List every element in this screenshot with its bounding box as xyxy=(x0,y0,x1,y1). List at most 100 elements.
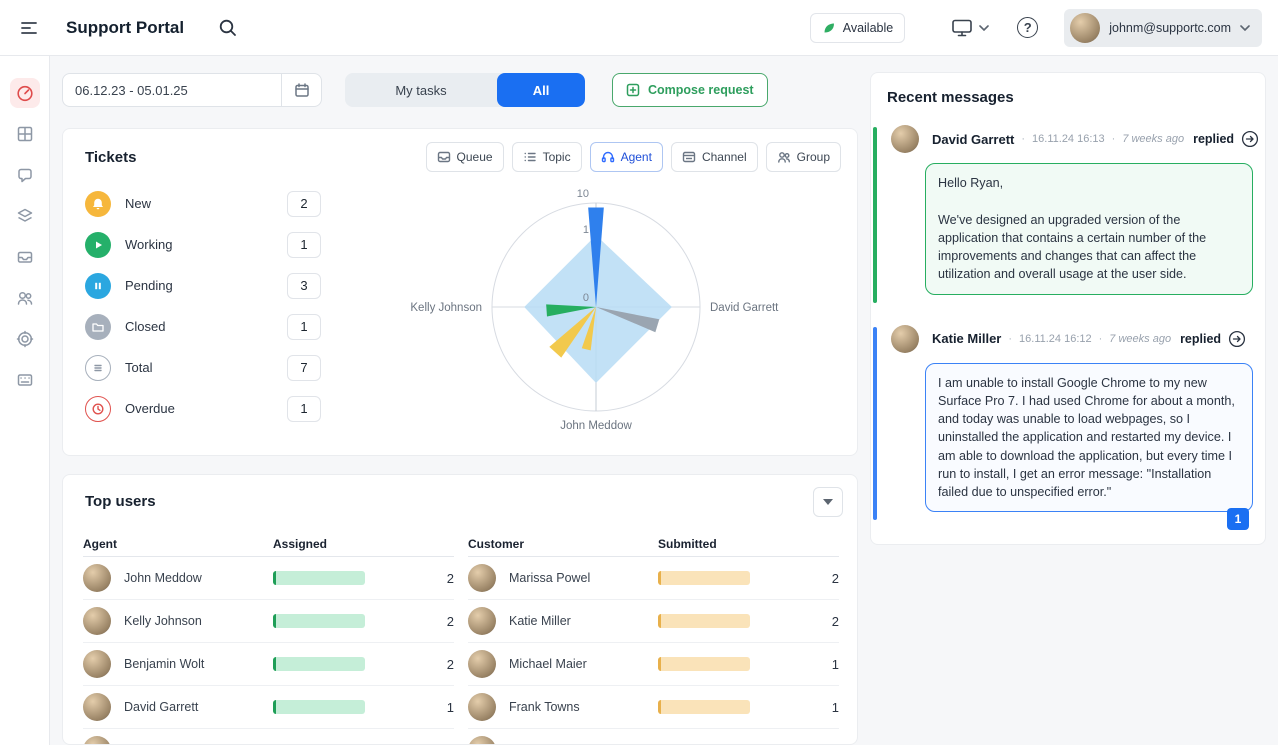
table-row[interactable]: Benjamin Wolt 2 xyxy=(83,643,454,686)
submitted-bar xyxy=(658,700,750,714)
sidebar-item-inbox[interactable] xyxy=(10,242,40,272)
sidebar-item-users[interactable] xyxy=(10,283,40,313)
sidebar-item-chats[interactable] xyxy=(10,160,40,190)
date-range-value: 06.12.23 - 05.01.25 xyxy=(75,82,188,98)
sidebar-item-boards[interactable] xyxy=(10,119,40,149)
top-users-dropdown-button[interactable] xyxy=(813,487,843,517)
bell-icon xyxy=(85,190,111,217)
open-message-icon[interactable] xyxy=(1228,330,1246,348)
message-relative-time: 7 weeks ago xyxy=(1122,133,1185,145)
folder-icon xyxy=(85,313,111,340)
stat-label: Total xyxy=(125,360,153,375)
message-action: replied xyxy=(1180,331,1222,346)
customer-name: Katie Miller xyxy=(509,614,571,628)
grid-icon xyxy=(17,126,32,142)
monitor-icon xyxy=(952,19,973,37)
view-queue-button[interactable]: Queue xyxy=(425,142,504,172)
toolbar: 06.12.23 - 05.01.25 My tasks All Compose… xyxy=(62,72,858,108)
menu-icon[interactable] xyxy=(16,15,42,41)
tickets-radar-chart: 10 1 0 Kelly Johnson David Garrett John Meddo… xyxy=(381,175,811,447)
open-message-icon[interactable] xyxy=(1241,130,1259,148)
table-row[interactable]: Katie Miller 2 xyxy=(468,600,839,643)
keyboard-icon xyxy=(17,374,32,386)
ticket-stats-list: New 2 Working 1 Pending 3 xyxy=(63,183,343,429)
user-email: johnm@supportc.com xyxy=(1109,20,1231,35)
search-icon[interactable] xyxy=(214,14,242,42)
customer-name: Frank Towns xyxy=(509,700,580,714)
stat-row-overdue[interactable]: Overdue 1 xyxy=(63,388,343,429)
view-agent-button[interactable]: Agent xyxy=(589,142,663,172)
users-icon xyxy=(17,291,32,305)
submitted-count: 1 xyxy=(831,656,839,672)
stat-value: 2 xyxy=(287,190,321,217)
stat-value: 3 xyxy=(287,272,321,299)
assigned-count: 1 xyxy=(446,699,454,715)
sidebar-item-settings[interactable] xyxy=(10,324,40,354)
agent-name: Benjamin Wolt xyxy=(124,657,205,671)
availability-status[interactable]: Available xyxy=(809,12,906,43)
submitted-bar xyxy=(658,657,750,671)
assigned-bar xyxy=(273,700,365,714)
table-row[interactable]: Kelly Johnson 2 xyxy=(83,600,454,643)
tab-all[interactable]: All xyxy=(497,73,585,107)
tickets-view-buttons: Queue Topic Agent Channel xyxy=(425,142,841,172)
tickets-title: Tickets xyxy=(85,149,137,166)
view-group-button[interactable]: Group xyxy=(765,142,841,172)
stat-row-pending[interactable]: Pending 3 xyxy=(63,265,343,306)
message-body: Hello Ryan, We've designed an upgraded v… xyxy=(925,163,1253,295)
compose-request-button[interactable]: Compose request xyxy=(612,73,768,107)
chevron-down-icon xyxy=(1240,24,1250,31)
topic-list-icon xyxy=(524,152,536,162)
column-header: Submitted xyxy=(658,536,717,551)
avatar xyxy=(83,607,111,635)
column-header: Agent xyxy=(83,536,117,551)
agent-name: Kelly Johnson xyxy=(124,614,202,628)
top-users-card: Top users Agent Assigned John Meddow 2 xyxy=(62,474,858,745)
compose-request-label: Compose request xyxy=(648,83,754,97)
calendar-icon[interactable] xyxy=(281,74,321,106)
message-item: David Garrett · 16.11.24 16:13 · 7 weeks… xyxy=(871,113,1265,313)
table-row[interactable]: David Garrett 1 xyxy=(83,686,454,729)
date-range-field[interactable]: 06.12.23 - 05.01.25 xyxy=(62,73,322,107)
stat-row-working[interactable]: Working 1 xyxy=(63,224,343,265)
stat-value: 1 xyxy=(287,313,321,340)
sidebar-item-layers[interactable] xyxy=(10,201,40,231)
submitted-bar xyxy=(658,571,750,585)
table-row-partial[interactable] xyxy=(83,729,454,744)
sidebar-item-dashboard[interactable] xyxy=(9,78,40,108)
stat-row-closed[interactable]: Closed 1 xyxy=(63,306,343,347)
message-timestamp: 16.11.24 16:13 xyxy=(1032,133,1105,145)
tab-my-tasks[interactable]: My tasks xyxy=(395,82,447,98)
table-row-partial[interactable] xyxy=(468,729,839,744)
view-channel-button[interactable]: Channel xyxy=(670,142,758,172)
assigned-count: 2 xyxy=(446,570,454,586)
table-row[interactable]: John Meddow 2 xyxy=(83,557,454,600)
assigned-bar xyxy=(273,571,365,585)
inbox-icon xyxy=(17,251,32,263)
avatar xyxy=(468,564,496,592)
assigned-bar xyxy=(273,614,365,628)
table-row[interactable]: Marissa Powel 2 xyxy=(468,557,839,600)
pagination-page-1[interactable]: 1 xyxy=(1227,508,1249,530)
avatar xyxy=(891,324,919,353)
layers-icon xyxy=(17,208,32,222)
submitted-count: 2 xyxy=(831,613,839,629)
device-menu[interactable] xyxy=(951,18,990,37)
sidebar-item-keyboard[interactable] xyxy=(10,365,40,395)
agents-table-header: Agent Assigned xyxy=(83,531,454,557)
leaf-icon xyxy=(824,23,834,32)
table-row[interactable]: Frank Towns 1 xyxy=(468,686,839,729)
stat-row-total[interactable]: Total 7 xyxy=(63,347,343,388)
assigned-count: 2 xyxy=(446,656,454,672)
table-row[interactable]: Michael Maier 1 xyxy=(468,643,839,686)
agents-table: Agent Assigned John Meddow 2 Kelly Johns… xyxy=(83,531,454,744)
assigned-count: 2 xyxy=(446,613,454,629)
plus-square-icon xyxy=(626,83,640,97)
user-menu[interactable]: johnm@supportc.com xyxy=(1064,8,1262,47)
help-icon[interactable]: ? xyxy=(1017,17,1039,38)
stat-row-new[interactable]: New 2 xyxy=(63,183,343,224)
svg-text:0: 0 xyxy=(583,292,589,304)
group-icon xyxy=(777,152,790,163)
view-topic-button[interactable]: Topic xyxy=(511,142,582,172)
